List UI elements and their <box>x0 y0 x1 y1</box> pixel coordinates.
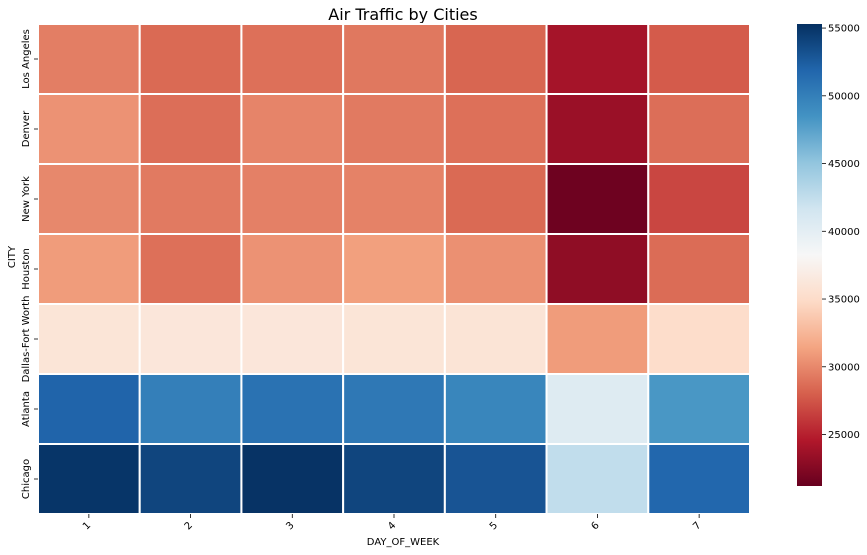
heatmap-cell <box>138 23 243 95</box>
heatmap-cell <box>342 93 446 165</box>
heatmap-cell <box>138 93 243 165</box>
heatmap-cell <box>240 163 345 235</box>
colorbar-tick-label: 45000 <box>828 159 860 170</box>
heatmap-cell <box>240 233 345 305</box>
colorbar-tick-label: 40000 <box>828 227 860 238</box>
heatmap-cell <box>37 233 141 305</box>
x-tick-label: 5 <box>488 520 500 532</box>
colorbar <box>797 24 822 486</box>
x-tick-label: 1 <box>81 520 93 532</box>
heatmap-cell <box>138 373 243 445</box>
heatmap-cell <box>545 93 650 165</box>
heatmap-cells <box>37 23 751 515</box>
heatmap-cell <box>138 233 243 305</box>
heatmap-cell <box>545 303 650 375</box>
heatmap-cell <box>342 163 446 235</box>
heatmap-cell <box>545 23 650 95</box>
x-tick-label: 6 <box>590 520 602 532</box>
y-tick-label: Chicago <box>21 459 32 499</box>
heatmap-cell <box>342 373 446 445</box>
heatmap-cell <box>37 93 141 165</box>
heatmap-cell <box>647 443 751 515</box>
x-tick-label: 4 <box>386 520 398 532</box>
colorbar-tick-label: 55000 <box>828 24 860 35</box>
heatmap-cell <box>647 233 751 305</box>
heatmap-cell <box>240 373 345 445</box>
heatmap-cell <box>240 23 345 95</box>
x-tick-label: 3 <box>284 520 296 532</box>
y-axis-label: CITY <box>7 245 18 268</box>
y-tick-label: Houston <box>21 248 32 290</box>
heatmap-cell <box>240 93 345 165</box>
colorbar-tick-label: 30000 <box>828 362 860 373</box>
heatmap-cell <box>37 23 141 95</box>
y-axis-ticks: Los Angeles Denver New York Houston Dallas-F… <box>21 29 38 499</box>
heatmap-cell <box>443 163 548 235</box>
heatmap-cell <box>342 303 446 375</box>
heatmap-cell <box>342 233 446 305</box>
y-tick-label: Dallas-Fort Worth <box>21 296 32 383</box>
x-axis-ticks: 1 2 3 4 5 6 7 <box>81 514 704 532</box>
y-tick-label: New York <box>21 176 32 222</box>
chart-title: Air Traffic by Cities <box>328 5 477 24</box>
heatmap-cell <box>443 93 548 165</box>
heatmap-cell <box>443 443 548 515</box>
colorbar-tick-label: 25000 <box>828 430 860 441</box>
heatmap-cell <box>647 93 751 165</box>
heatmap-cell <box>443 233 548 305</box>
colorbar-tick-label: 50000 <box>828 91 860 102</box>
heatmap-cell <box>647 373 751 445</box>
heatmap-cell <box>138 163 243 235</box>
heatmap-cell <box>37 443 141 515</box>
heatmap-cell <box>545 163 650 235</box>
heatmap-cell <box>342 443 446 515</box>
heatmap-cell <box>443 23 548 95</box>
heatmap-cell <box>647 163 751 235</box>
heatmap-cell <box>240 303 345 375</box>
colorbar-ticks: 25000 30000 35000 40000 45000 50000 55000 <box>822 24 860 441</box>
x-tick-label: 7 <box>691 520 703 532</box>
heatmap-cell <box>545 373 650 445</box>
heatmap-cell <box>545 233 650 305</box>
y-tick-label: Los Angeles <box>21 29 32 89</box>
heatmap-cell <box>545 443 650 515</box>
x-axis-label: DAY_OF_WEEK <box>367 537 440 548</box>
y-tick-label: Denver <box>21 110 32 147</box>
heatmap-cell <box>647 303 751 375</box>
heatmap-cell <box>443 303 548 375</box>
heatmap-cell <box>240 443 345 515</box>
heatmap-cell <box>647 23 751 95</box>
colorbar-tick-label: 35000 <box>828 295 860 306</box>
heatmap-cell <box>342 23 446 95</box>
heatmap-cell <box>443 373 548 445</box>
heatmap-cell <box>138 443 243 515</box>
heatmap-cell <box>37 373 141 445</box>
heatmap-cell <box>37 303 141 375</box>
heatmap-cell <box>138 303 243 375</box>
y-tick-label: Atlanta <box>21 391 32 427</box>
x-tick-label: 2 <box>183 520 195 532</box>
heatmap-cell <box>37 163 141 235</box>
